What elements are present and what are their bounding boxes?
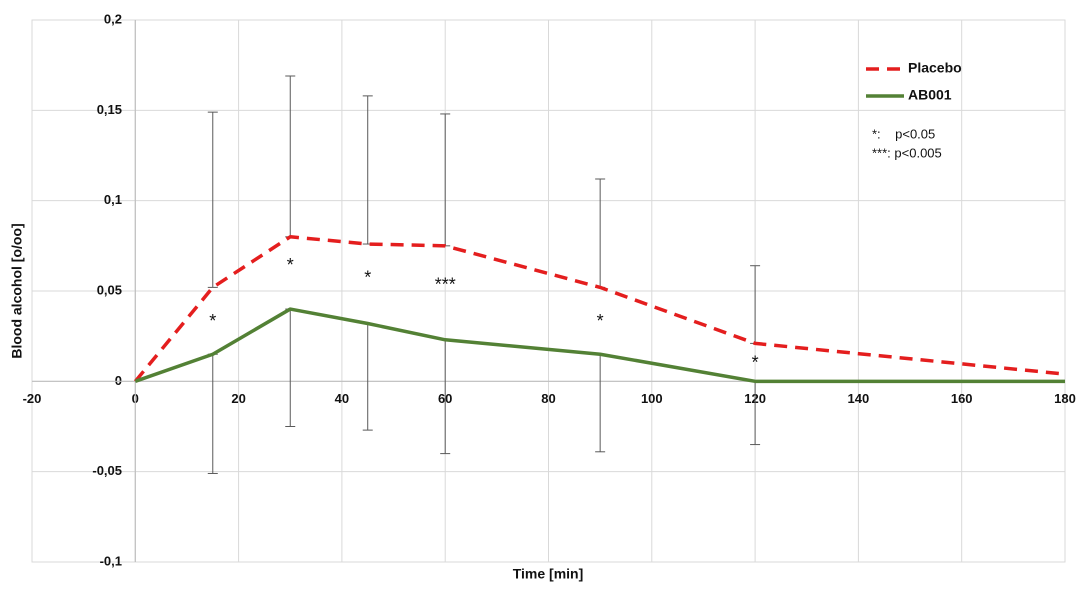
- error-bar: [595, 353, 606, 453]
- series-line: [134, 307, 1065, 384]
- y-tick-label: -0,1: [100, 553, 122, 568]
- y-tick-label: 0,2: [104, 11, 122, 26]
- x-tick-label: 140: [848, 391, 870, 406]
- legend-note: *: p<0.05: [872, 126, 935, 141]
- legend-label: Placebo: [908, 60, 962, 76]
- y-tick-label: 0,1: [104, 192, 122, 207]
- error-bar: [362, 95, 373, 245]
- significance-mark: *: [209, 311, 216, 331]
- x-tick-label: 160: [951, 391, 973, 406]
- y-tick-label: -0,05: [92, 463, 122, 478]
- x-tick-label: 100: [641, 391, 663, 406]
- legend-label: AB001: [908, 87, 952, 103]
- y-tick-label: 0,15: [97, 102, 122, 117]
- error-bar: [440, 113, 451, 247]
- x-axis-title: Time [min]: [513, 566, 584, 582]
- legend-note: ***: p<0.005: [872, 145, 942, 160]
- x-tick-label: 20: [231, 391, 245, 406]
- x-tick-label: 180: [1054, 391, 1076, 406]
- series-line: [133, 235, 1066, 383]
- error-bar: [285, 308, 296, 427]
- error-bar: [362, 323, 373, 431]
- significance-mark: ***: [435, 275, 456, 295]
- y-tick-label: 0,05: [97, 282, 122, 297]
- significance-mark: *: [364, 267, 371, 287]
- x-tick-label: 80: [541, 391, 555, 406]
- error-bar: [750, 265, 761, 344]
- significance-mark: *: [752, 352, 759, 372]
- error-bar: [207, 353, 218, 474]
- error-bar: [285, 75, 296, 238]
- significance-mark: *: [287, 255, 294, 275]
- x-tick-label: 40: [335, 391, 349, 406]
- y-tick-label: 0: [115, 373, 122, 388]
- x-tick-label: -20: [23, 391, 42, 406]
- error-bar: [595, 178, 606, 288]
- y-axis-title: Blood alcohol [o/oo]: [9, 223, 25, 358]
- error-bar: [207, 111, 218, 288]
- significance-mark: *: [597, 311, 604, 331]
